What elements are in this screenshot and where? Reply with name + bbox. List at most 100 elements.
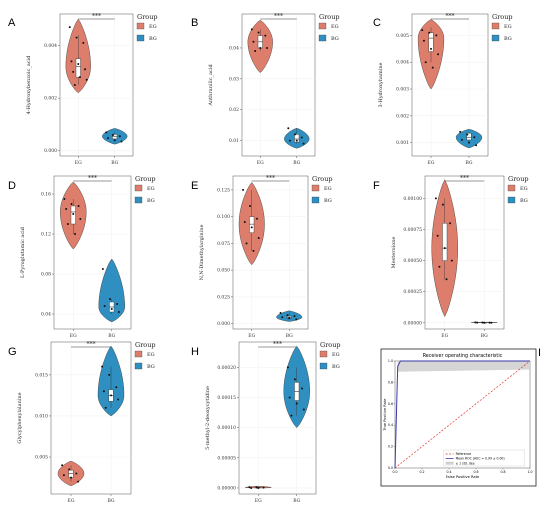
data-point bbox=[481, 321, 484, 324]
x-tick-label: 0.8 bbox=[500, 470, 505, 474]
x-tick-label: EG bbox=[428, 160, 435, 166]
legend-title: Group bbox=[135, 341, 156, 349]
y-tick-label: 0.03 bbox=[229, 76, 239, 82]
panel-c: C 0.001 0.002 0.003 0.004 0.005 EG BG 3-Hydroxyh… bbox=[373, 13, 513, 166]
y-tick-label: 0.00015 bbox=[217, 395, 236, 401]
x-tick-label: BG bbox=[293, 498, 300, 504]
y-axis-title: 5-methyl-2-deoxycytidine bbox=[205, 386, 211, 450]
legend-swatch-eg bbox=[134, 350, 143, 358]
y-tick-label: 0.00050 bbox=[403, 258, 422, 264]
data-point bbox=[295, 139, 298, 142]
data-point bbox=[443, 247, 446, 250]
significance-label: *** bbox=[87, 341, 96, 348]
legend-swatch-eg bbox=[318, 22, 327, 30]
data-point bbox=[266, 46, 269, 49]
significance-label: *** bbox=[274, 13, 283, 20]
y-tick-label: 0.04 bbox=[41, 312, 51, 318]
y-tick-label: 0.125 bbox=[217, 187, 230, 193]
x-tick-label: BG bbox=[108, 498, 115, 504]
y-tick-label: 0.0 bbox=[388, 466, 393, 470]
significance-label: *** bbox=[273, 341, 282, 348]
x-axis-title: False Positive Rate bbox=[446, 475, 480, 479]
data-point bbox=[438, 265, 441, 268]
data-point bbox=[250, 28, 253, 31]
y-tick-label: 0.00005 bbox=[217, 455, 236, 461]
legend-title: Group bbox=[319, 13, 340, 21]
data-point bbox=[84, 68, 87, 71]
data-point bbox=[254, 50, 257, 53]
data-point bbox=[430, 47, 432, 50]
panel-i: I Receiver operating characteristic 0.0 0.2… bbox=[380, 347, 541, 487]
y-axis-title: Anthranilic_acid bbox=[208, 64, 214, 107]
legend-label: EG bbox=[520, 186, 528, 192]
data-point bbox=[449, 222, 452, 225]
box-eg bbox=[68, 469, 74, 478]
x-tick-label: EG bbox=[68, 498, 75, 504]
x-tick-label: 0.6 bbox=[473, 470, 478, 474]
x-tick-label: EG bbox=[441, 333, 448, 339]
data-point bbox=[112, 133, 115, 136]
data-point bbox=[120, 140, 123, 143]
significance-label: *** bbox=[266, 175, 275, 182]
legend-label: BG bbox=[147, 198, 155, 204]
legend-label: BG bbox=[149, 36, 157, 42]
panel-e: E 0.000 0.025 0.050 0.075 0.100 0.125 EG BG N,N-D… bbox=[191, 175, 333, 339]
data-point bbox=[437, 53, 440, 56]
y-tick-label: 0.010 bbox=[35, 413, 48, 419]
legend-title: Group bbox=[508, 175, 529, 183]
data-point bbox=[117, 398, 120, 401]
data-point bbox=[78, 76, 81, 79]
x-tick-label: EG bbox=[257, 160, 264, 166]
panel-b: B 0.01 0.02 0.03 0.04 EG BG Anthranilic_acid ***… bbox=[191, 13, 340, 166]
legend-swatch-eg bbox=[507, 184, 516, 192]
data-point bbox=[72, 70, 75, 73]
legend-swatch-bg bbox=[311, 196, 320, 204]
data-point bbox=[281, 316, 284, 319]
y-tick-label: 0.002 bbox=[44, 96, 57, 102]
legend-swatch-eg bbox=[319, 350, 328, 358]
data-point bbox=[250, 226, 253, 229]
y-tick-label: 0.001 bbox=[396, 140, 409, 146]
data-point bbox=[108, 373, 111, 376]
legend-swatch-bg bbox=[136, 34, 145, 42]
roc-legend-label: Reference bbox=[456, 452, 472, 456]
y-tick-label: 0.002 bbox=[396, 113, 409, 119]
roc-title: Receiver operating characteristic bbox=[423, 353, 503, 359]
data-point bbox=[75, 472, 78, 475]
panel-d: D 0.04 0.08 0.12 0.16 EG BG L-Pyroglutamic acid… bbox=[8, 175, 156, 339]
data-point bbox=[287, 127, 290, 130]
legend-label: EG bbox=[147, 352, 155, 358]
legend-title: Group bbox=[492, 13, 513, 21]
x-tick-label: EG bbox=[75, 160, 82, 166]
data-point bbox=[77, 480, 80, 483]
data-point bbox=[62, 474, 65, 477]
data-point bbox=[61, 464, 64, 467]
data-point bbox=[459, 130, 462, 133]
data-point bbox=[250, 486, 253, 489]
y-tick-label: 0.6 bbox=[388, 402, 393, 406]
data-point bbox=[460, 138, 463, 141]
data-point bbox=[468, 141, 470, 144]
data-point bbox=[262, 486, 265, 489]
y-tick-label: 0.050 bbox=[217, 268, 230, 274]
y-tick-label: 0.003 bbox=[396, 87, 409, 93]
box-bg bbox=[294, 134, 300, 143]
data-point bbox=[72, 213, 75, 215]
y-tick-label: 0.00020 bbox=[217, 365, 236, 371]
data-point bbox=[110, 308, 113, 310]
legend-swatch-eg bbox=[491, 22, 500, 30]
legend-label: EG bbox=[147, 186, 155, 192]
x-tick-label: 1.0 bbox=[527, 470, 532, 474]
data-point bbox=[301, 387, 304, 390]
legend-std bbox=[445, 461, 454, 465]
data-point bbox=[74, 233, 77, 235]
panel-letter: E bbox=[191, 180, 198, 192]
significance-label: *** bbox=[460, 175, 469, 182]
y-tick-label: 0.005 bbox=[35, 455, 48, 461]
y-tick-label: 0.04 bbox=[229, 45, 239, 51]
y-axis-title: Mesterolone bbox=[391, 237, 397, 269]
y-tick-label: 0.005 bbox=[396, 33, 409, 39]
data-point bbox=[117, 311, 120, 313]
data-point bbox=[70, 60, 73, 63]
data-point bbox=[66, 223, 69, 225]
